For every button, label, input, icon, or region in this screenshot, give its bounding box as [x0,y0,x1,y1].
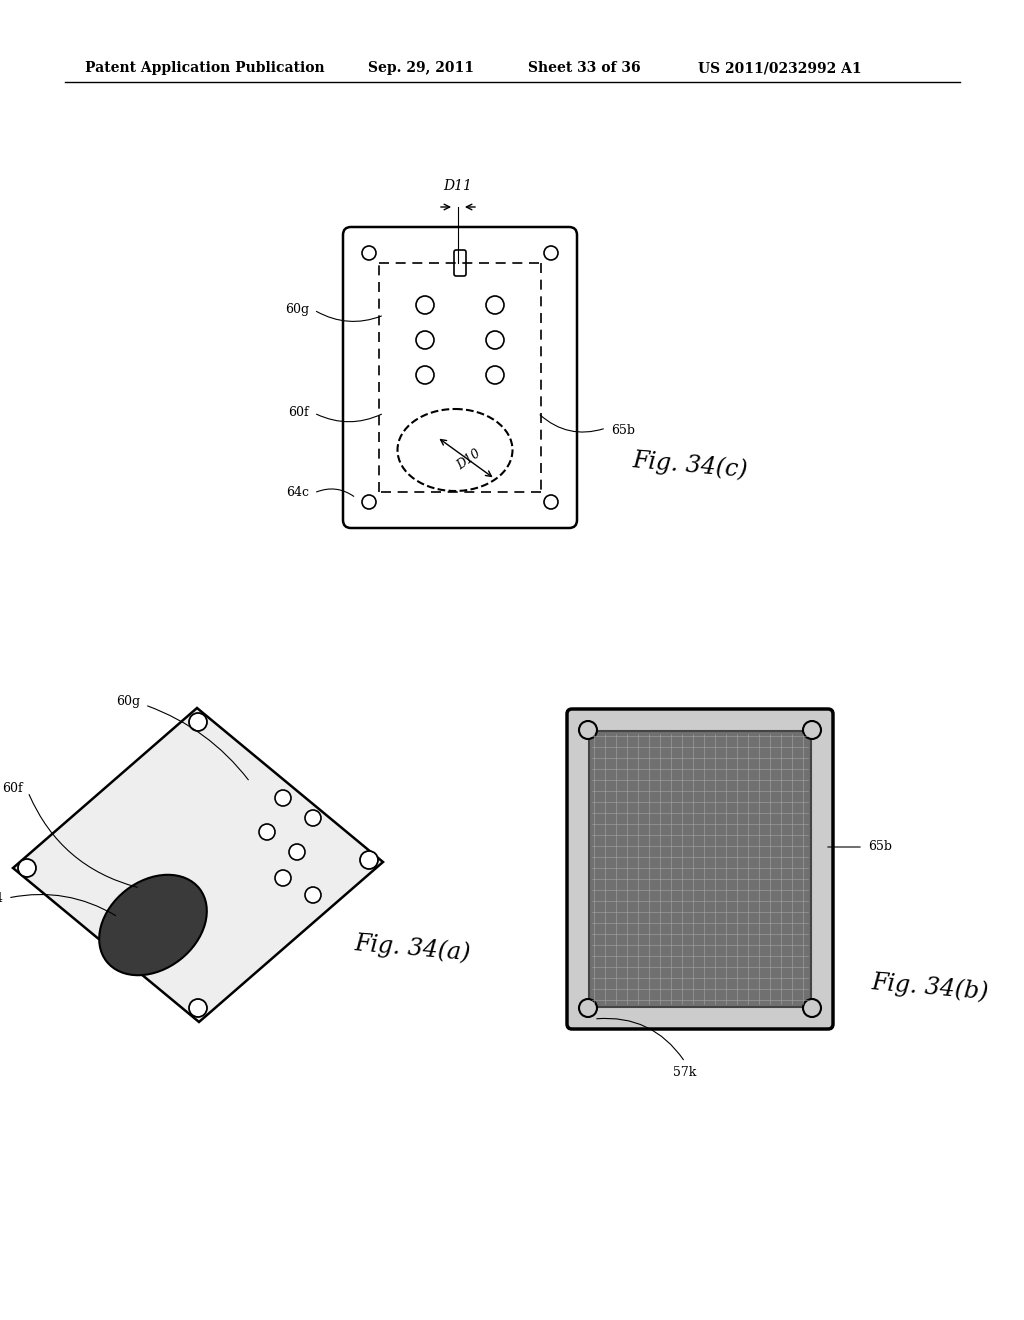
Circle shape [544,246,558,260]
Circle shape [486,366,504,384]
Circle shape [544,495,558,510]
Circle shape [416,296,434,314]
Text: 57k: 57k [674,1067,696,1078]
Text: 64: 64 [0,891,3,904]
FancyBboxPatch shape [343,227,577,528]
Circle shape [486,331,504,348]
Circle shape [362,246,376,260]
Ellipse shape [99,875,207,975]
Polygon shape [13,708,383,1022]
Circle shape [259,824,275,840]
Text: Fig. 34(b): Fig. 34(b) [870,970,989,1003]
FancyBboxPatch shape [589,731,811,1007]
Text: Patent Application Publication: Patent Application Publication [85,61,325,75]
Circle shape [486,296,504,314]
Circle shape [289,843,305,861]
Circle shape [579,721,597,739]
Text: Fig. 34(c): Fig. 34(c) [631,449,749,482]
Text: 60g: 60g [285,304,309,317]
Circle shape [360,851,378,869]
Circle shape [275,870,291,886]
FancyBboxPatch shape [454,249,466,276]
Circle shape [803,721,821,739]
Circle shape [803,999,821,1016]
Circle shape [18,859,36,876]
Circle shape [416,366,434,384]
Text: 64c: 64c [286,487,309,499]
Text: D11: D11 [443,180,472,193]
Text: 60f: 60f [289,407,309,420]
FancyBboxPatch shape [567,709,833,1030]
Circle shape [305,887,321,903]
Circle shape [275,789,291,807]
Text: 65b: 65b [611,424,635,437]
Text: Sep. 29, 2011: Sep. 29, 2011 [368,61,474,75]
Text: 60g: 60g [116,696,140,709]
Text: Sheet 33 of 36: Sheet 33 of 36 [528,61,641,75]
Text: 65b: 65b [868,841,892,854]
Circle shape [189,713,207,731]
Text: Fig. 34(a): Fig. 34(a) [353,931,471,965]
Text: US 2011/0232992 A1: US 2011/0232992 A1 [698,61,861,75]
Circle shape [305,810,321,826]
Circle shape [579,999,597,1016]
Circle shape [362,495,376,510]
Ellipse shape [397,409,512,491]
Text: D10: D10 [455,447,483,473]
Circle shape [189,999,207,1016]
Text: 60f: 60f [2,781,23,795]
Circle shape [416,331,434,348]
